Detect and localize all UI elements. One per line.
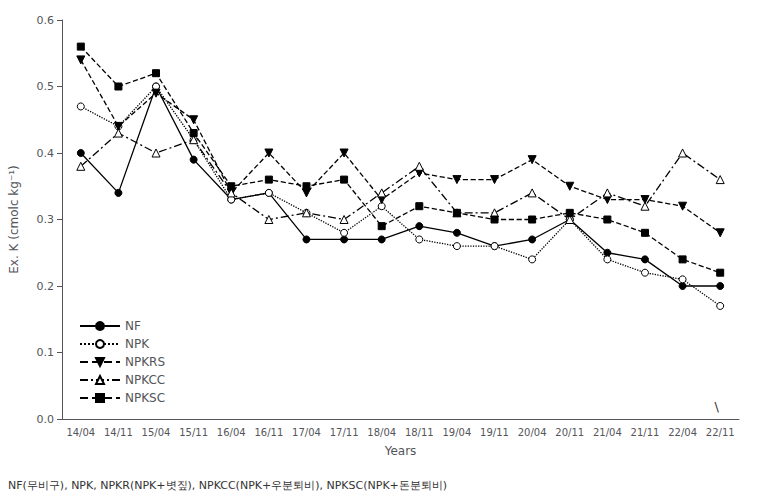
svg-text:21/11: 21/11 — [631, 427, 660, 438]
svg-text:20/11: 20/11 — [555, 427, 584, 438]
svg-text:0.1: 0.1 — [37, 346, 55, 359]
svg-text:17/04: 17/04 — [292, 427, 321, 438]
svg-text:17/11: 17/11 — [330, 427, 359, 438]
svg-text:0.4: 0.4 — [37, 147, 55, 160]
svg-text:0.3: 0.3 — [37, 213, 55, 226]
svg-text:14/04: 14/04 — [66, 427, 95, 438]
svg-text:15/11: 15/11 — [179, 427, 208, 438]
svg-text:NPKSC: NPKSC — [125, 391, 165, 405]
svg-text:NF(무비구), NPK, NPKR(NPK+볏짚), NP: NF(무비구), NPK, NPKR(NPK+볏짚), NPKCC(NPK+우분… — [8, 479, 447, 492]
svg-text:19/11: 19/11 — [480, 427, 509, 438]
svg-text:Years: Years — [384, 444, 417, 458]
svg-text:14/11: 14/11 — [104, 427, 133, 438]
svg-text:0.0: 0.0 — [37, 413, 55, 426]
svg-text:18/11: 18/11 — [405, 427, 434, 438]
svg-text:21/04: 21/04 — [593, 427, 622, 438]
svg-text:NPK: NPK — [125, 337, 150, 351]
svg-text:15/04: 15/04 — [142, 427, 171, 438]
svg-text:NF: NF — [125, 319, 141, 333]
svg-text:NPKRS: NPKRS — [125, 355, 165, 369]
svg-text:22/04: 22/04 — [668, 427, 697, 438]
svg-text:Ex. K (cmolc kg⁻¹): Ex. K (cmolc kg⁻¹) — [7, 165, 21, 273]
svg-text:18/04: 18/04 — [367, 427, 396, 438]
svg-text:19/04: 19/04 — [443, 427, 472, 438]
svg-text:20/04: 20/04 — [518, 427, 547, 438]
svg-text:\: \ — [715, 399, 720, 414]
svg-text:16/04: 16/04 — [217, 427, 246, 438]
svg-text:0.6: 0.6 — [37, 14, 55, 27]
svg-text:16/11: 16/11 — [254, 427, 283, 438]
svg-text:0.2: 0.2 — [37, 280, 55, 293]
svg-text:NPKCC: NPKCC — [125, 373, 165, 387]
svg-text:0.5: 0.5 — [37, 80, 55, 93]
svg-text:22/11: 22/11 — [706, 427, 735, 438]
